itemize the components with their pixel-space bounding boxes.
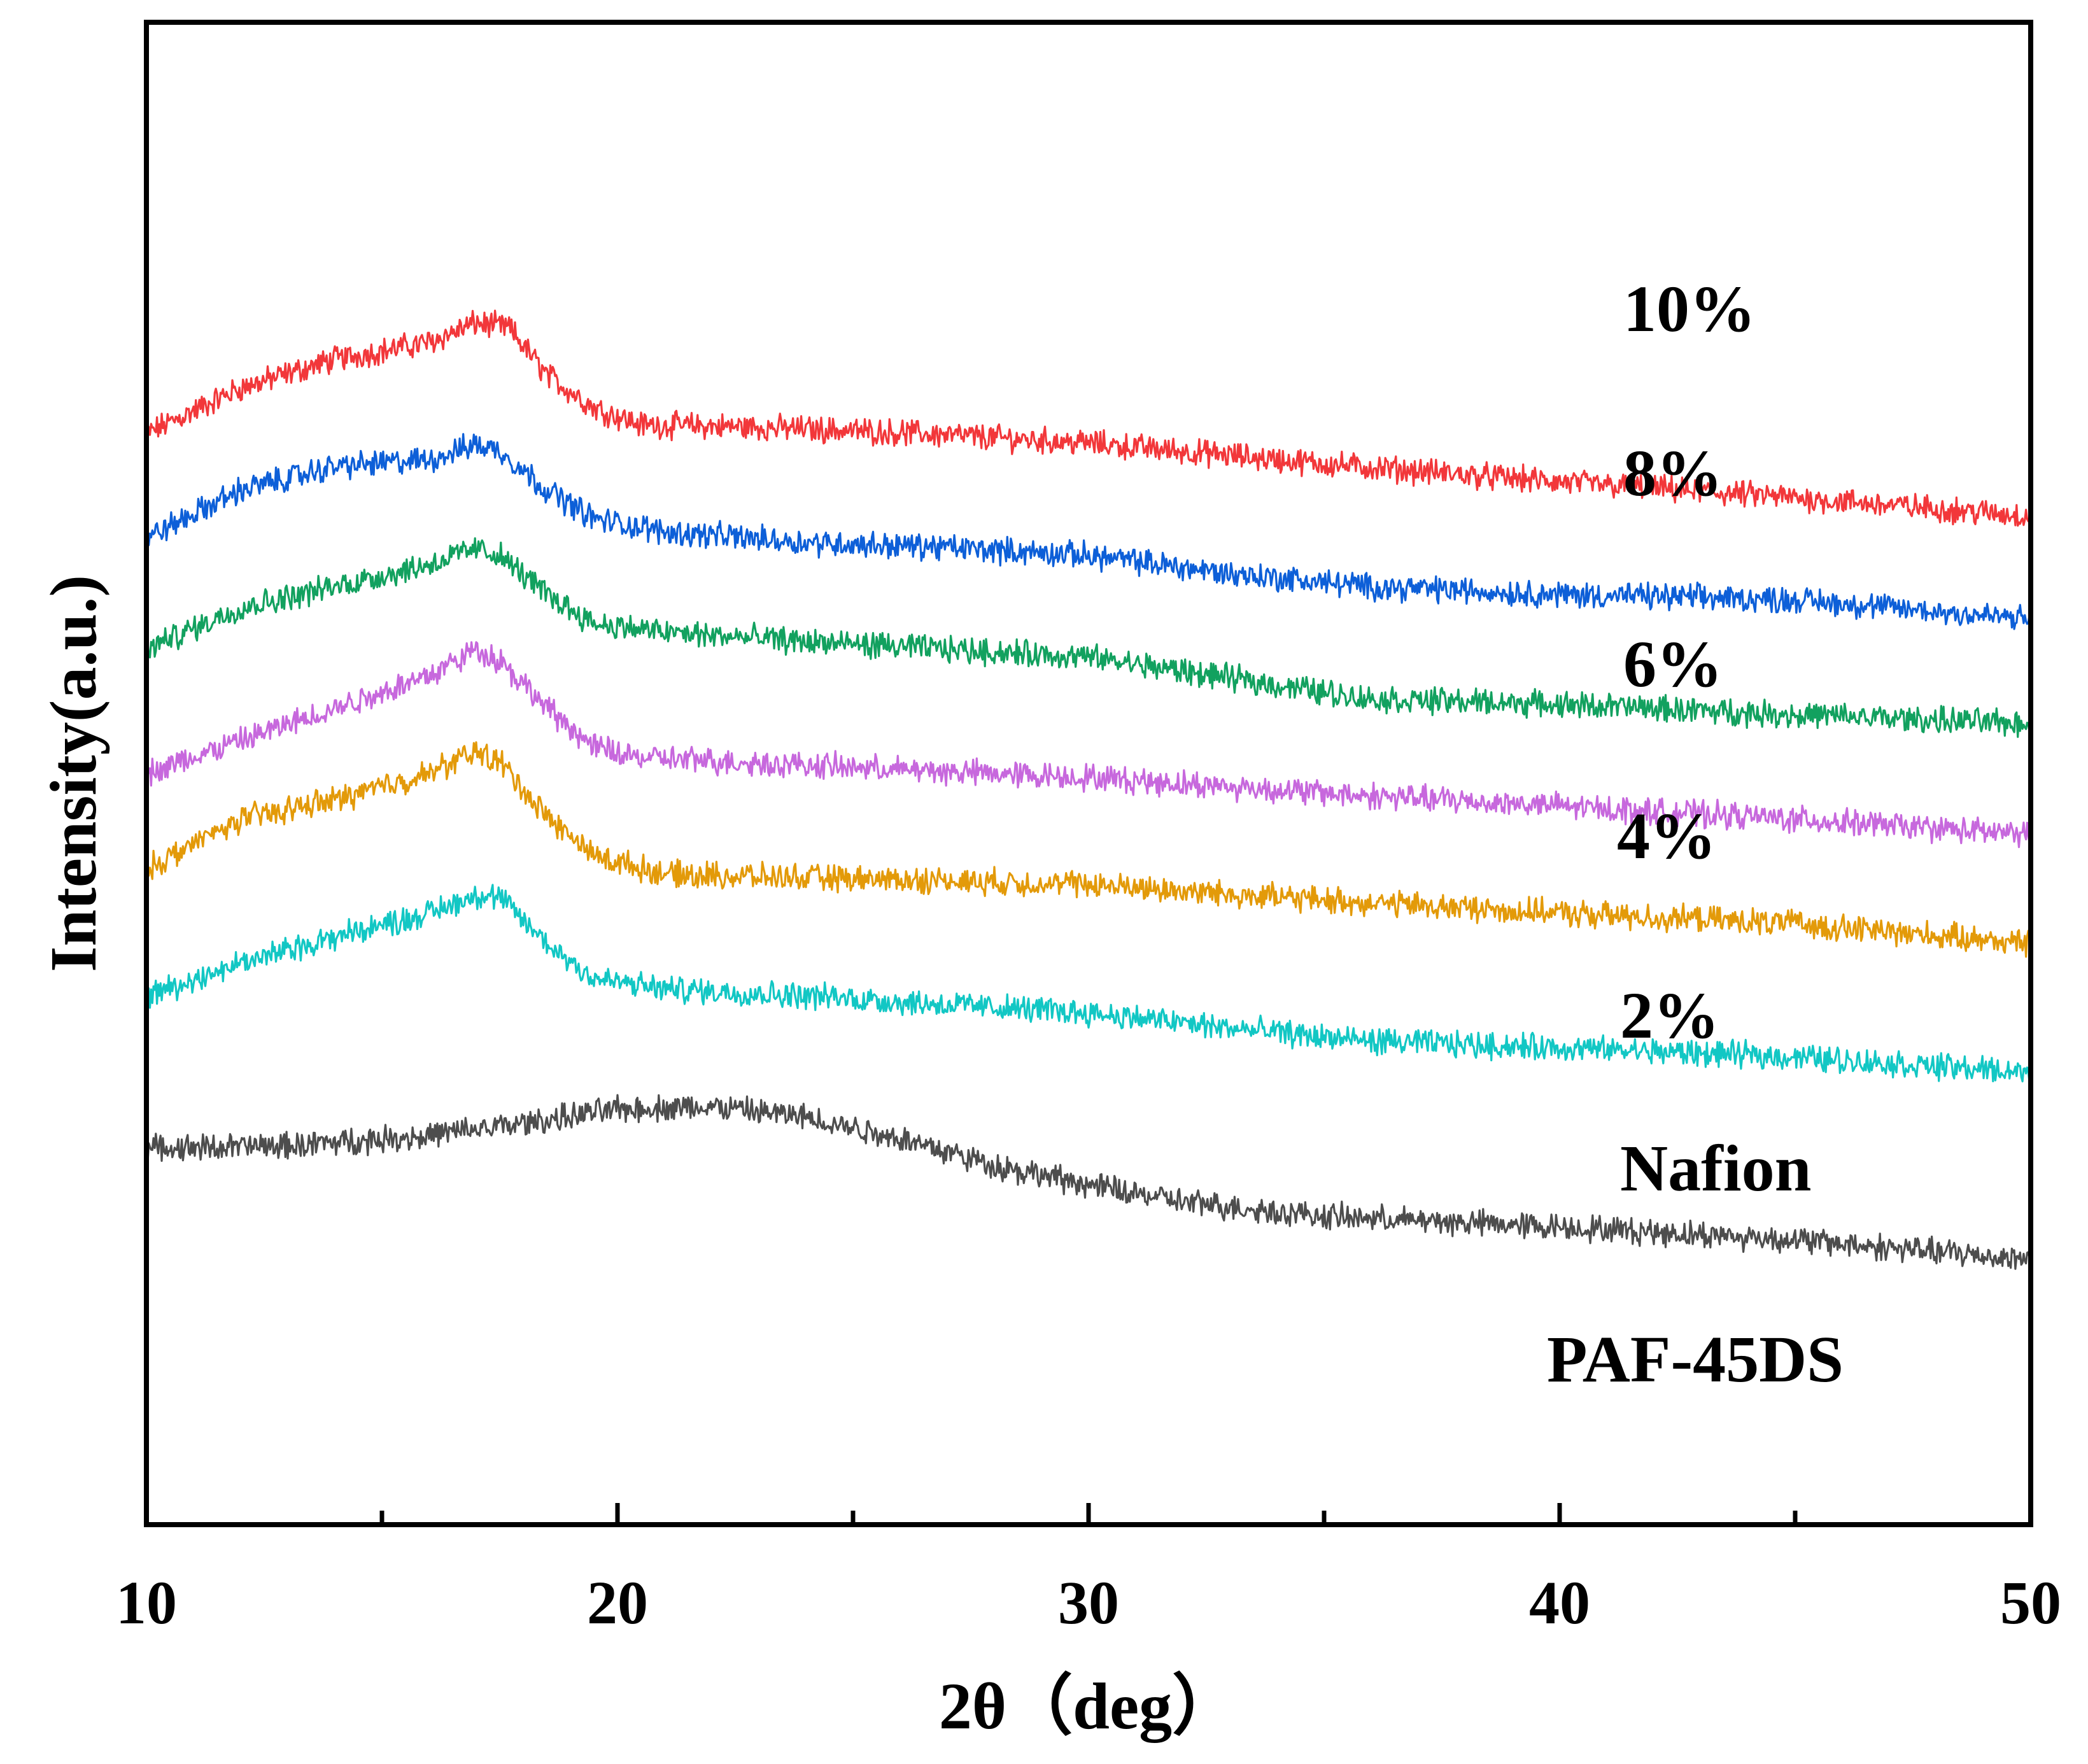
series-line-4- — [145, 641, 2032, 849]
series-line-nafion — [145, 884, 2032, 1085]
series-line-6- — [145, 537, 2032, 738]
series-line-10- — [145, 309, 2032, 527]
series-label-6-: 6% — [1623, 628, 1723, 701]
series-labels: 10% 8% 6% 4% 2% Nafion PAF-45DS — [1547, 272, 1844, 1396]
series-layer — [145, 309, 2032, 1270]
x-tick-label: 10 — [116, 1569, 177, 1637]
y-axis-title: Intensity(a.u.) — [37, 575, 110, 972]
x-tick-label: 50 — [2000, 1569, 2061, 1637]
series-label-2-: 2% — [1620, 979, 1719, 1052]
x-axis-title: 2θ（deg） — [939, 1670, 1238, 1743]
series-line-paf-45ds — [145, 1094, 2032, 1270]
x-tick-label: 40 — [1529, 1569, 1590, 1637]
x-tick-label: 20 — [587, 1569, 648, 1637]
series-label-4-: 4% — [1617, 800, 1716, 873]
series-label-8-: 8% — [1623, 437, 1723, 510]
x-tick-label: 30 — [1058, 1569, 1119, 1637]
series-label-10-: 10% — [1623, 272, 1756, 346]
series-line-2- — [145, 741, 2032, 958]
series-line-8- — [145, 433, 2032, 630]
series-label-paf-45ds: PAF-45DS — [1547, 1323, 1844, 1396]
x-axis-ticks: 10 20 30 40 50 — [116, 1503, 2061, 1637]
series-label-nafion: Nafion — [1620, 1132, 1811, 1205]
